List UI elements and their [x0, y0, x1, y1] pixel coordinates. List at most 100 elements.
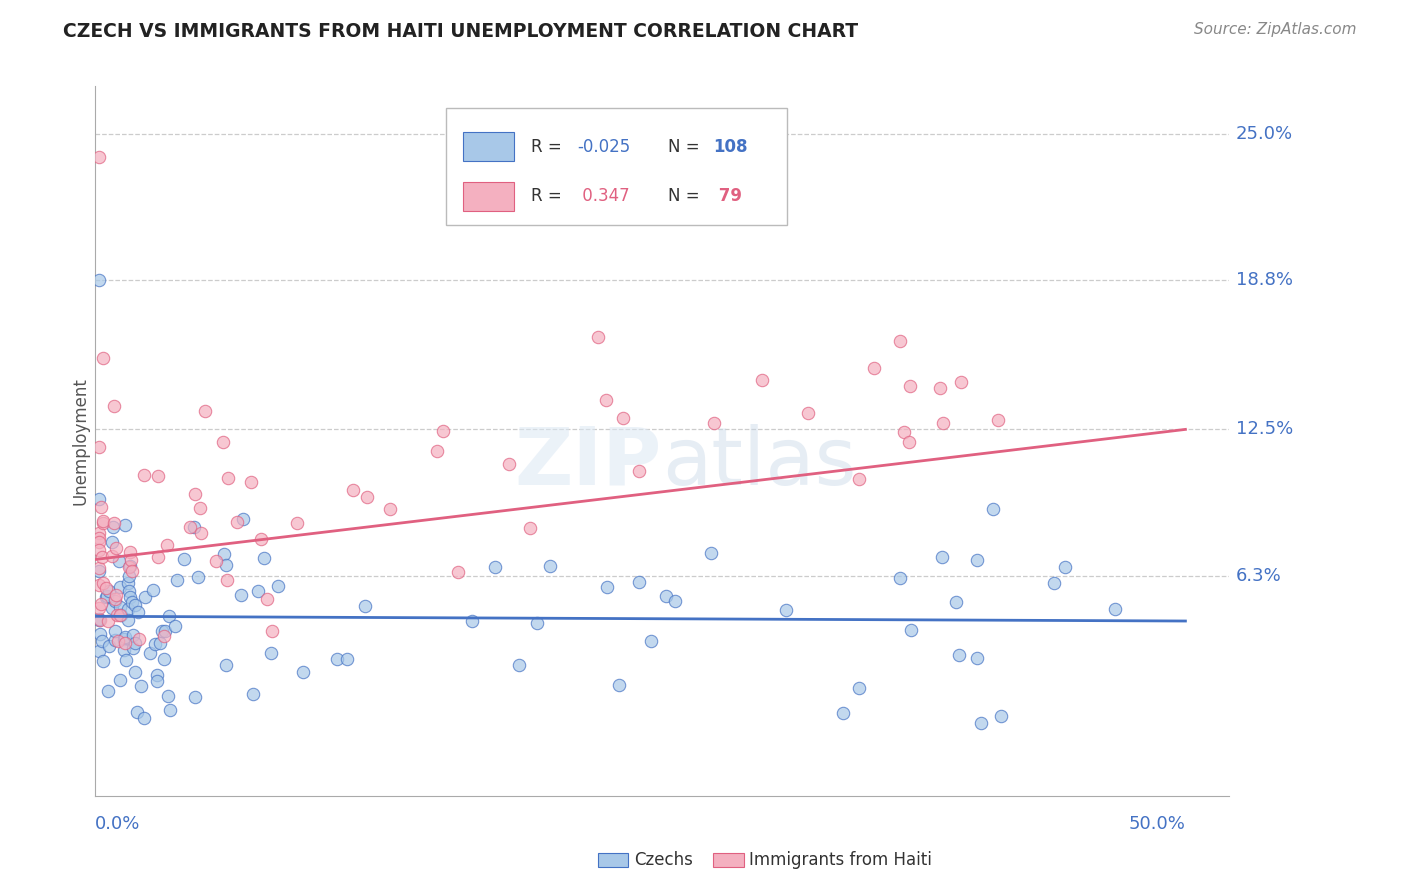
Point — [426, 444, 449, 458]
Point — [179, 520, 201, 534]
Point — [104, 633, 127, 648]
Point — [89, 273, 111, 287]
Point — [627, 574, 650, 589]
Point — [89, 491, 111, 506]
Point — [89, 600, 111, 615]
Point — [183, 520, 205, 534]
Point — [700, 546, 723, 560]
Point — [640, 634, 662, 648]
Point — [146, 673, 169, 688]
Point — [247, 584, 270, 599]
Point — [166, 573, 188, 587]
Point — [114, 518, 136, 533]
Point — [89, 535, 111, 549]
Point — [157, 690, 180, 704]
Point — [929, 381, 952, 395]
Point — [103, 591, 125, 606]
Point — [291, 665, 314, 679]
Text: 25.0%: 25.0% — [1236, 125, 1292, 143]
Text: Immigrants from Haiti: Immigrants from Haiti — [749, 851, 932, 869]
Point — [595, 580, 617, 594]
Point — [266, 579, 288, 593]
Point — [226, 515, 249, 529]
Point — [173, 552, 195, 566]
Point — [142, 583, 165, 598]
Point — [159, 703, 181, 717]
Point — [89, 561, 111, 575]
Point — [104, 593, 127, 607]
Point — [120, 552, 142, 566]
Point — [232, 512, 254, 526]
Point — [342, 483, 364, 497]
Point — [110, 608, 132, 623]
Text: 6.3%: 6.3% — [1236, 567, 1281, 585]
Point — [262, 624, 284, 638]
Point — [832, 706, 855, 720]
Bar — [464, 182, 515, 211]
Point — [212, 547, 235, 561]
Text: Source: ZipAtlas.com: Source: ZipAtlas.com — [1194, 22, 1357, 37]
Point — [607, 678, 630, 692]
Point — [127, 605, 149, 619]
Point — [242, 687, 264, 701]
Point — [105, 588, 128, 602]
Point — [107, 634, 129, 648]
Point — [108, 599, 131, 614]
Text: CZECH VS IMMIGRANTS FROM HAITI UNEMPLOYMENT CORRELATION CHART: CZECH VS IMMIGRANTS FROM HAITI UNEMPLOYM… — [63, 22, 859, 41]
Text: N =: N = — [668, 187, 704, 205]
Point — [336, 652, 359, 666]
Point — [97, 684, 120, 698]
Point — [932, 416, 955, 430]
Point — [163, 619, 186, 633]
Point — [153, 629, 176, 643]
Point — [156, 539, 179, 553]
Text: R =: R = — [531, 137, 568, 156]
Point — [586, 330, 609, 344]
Point — [526, 616, 548, 631]
Point — [118, 583, 141, 598]
Point — [124, 665, 146, 680]
Text: 12.5%: 12.5% — [1236, 420, 1294, 438]
Point — [863, 360, 886, 375]
Point — [190, 526, 212, 541]
Point — [893, 425, 915, 440]
Point — [89, 612, 111, 626]
Point — [215, 657, 238, 672]
Point — [146, 549, 169, 564]
Point — [89, 577, 111, 591]
Text: 108: 108 — [713, 137, 748, 156]
Point — [103, 399, 125, 413]
Point — [94, 590, 117, 604]
Point — [966, 553, 988, 567]
Point — [187, 570, 209, 584]
Point — [115, 653, 138, 667]
Point — [104, 624, 127, 639]
Point — [1043, 576, 1066, 591]
Point — [256, 591, 278, 606]
Point — [121, 641, 143, 656]
Point — [101, 535, 124, 549]
Point — [138, 646, 160, 660]
Text: 0.347: 0.347 — [576, 187, 630, 205]
Point — [217, 574, 239, 588]
Point — [114, 636, 136, 650]
Point — [157, 608, 180, 623]
Point — [945, 595, 967, 609]
Point — [134, 590, 156, 604]
Point — [134, 468, 156, 483]
Point — [153, 624, 176, 638]
Point — [146, 468, 169, 483]
Point — [654, 589, 676, 603]
Text: R =: R = — [531, 187, 568, 205]
Point — [664, 593, 686, 607]
Point — [184, 487, 207, 501]
Point — [540, 559, 562, 574]
Point — [117, 602, 139, 616]
Point — [89, 543, 111, 558]
Point — [112, 632, 135, 646]
Point — [90, 550, 112, 565]
Point — [117, 613, 139, 627]
Point — [184, 690, 207, 705]
Point — [89, 564, 111, 578]
Point — [121, 628, 143, 642]
